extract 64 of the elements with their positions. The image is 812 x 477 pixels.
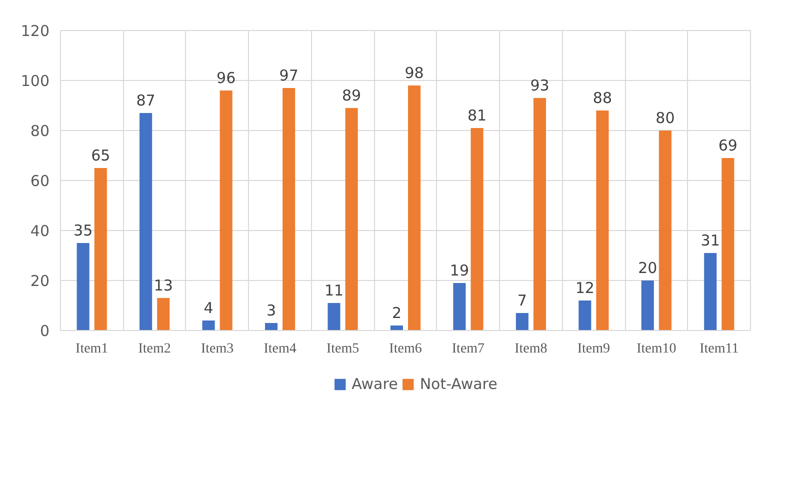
legend-label: Aware [352,375,398,393]
bar [264,323,278,330]
x-tick-label: Item4 [264,342,296,356]
data-label: 89 [342,86,362,104]
data-label: 88 [592,89,612,107]
data-label: 7 [517,292,527,310]
data-label: 69 [718,136,738,154]
bar [704,253,717,330]
data-label: 19 [450,262,469,280]
bar [220,90,232,330]
bar [641,280,654,330]
data-label: 20 [638,259,658,277]
y-tick-label: 100 [20,72,50,90]
x-tick-label: Item3 [200,342,234,356]
bar [470,128,484,330]
bar [282,88,296,330]
bar [408,86,421,330]
y-tick-label: 60 [30,172,50,190]
data-label: 12 [575,279,594,297]
x-tick-label: Item11 [700,342,739,356]
data-label: 4 [204,299,214,317]
data-label: 97 [279,66,298,84]
y-tick-label: 0 [40,322,50,340]
data-label: 65 [91,146,110,164]
bar [345,108,358,330]
data-label: 87 [136,92,156,110]
data-label: 96 [216,69,236,87]
bar [140,113,152,330]
data-label: 35 [74,222,93,240]
data-label: 98 [404,64,424,82]
bar [328,303,340,330]
bar [516,313,528,330]
bar [76,243,90,330]
data-label: 81 [467,106,487,124]
data-label: 11 [324,282,344,300]
data-label: 13 [154,276,173,294]
x-tick-label: Item10 [636,342,676,356]
x-tick-label: Item5 [326,342,360,356]
data-label: 3 [266,302,276,320]
bar [533,98,546,330]
legend-label: Not-Aware [420,375,498,393]
data-label: 80 [656,109,675,127]
bar [578,300,592,330]
data-label: 31 [700,232,720,250]
x-tick-label: Item8 [514,342,548,356]
data-label: 2 [392,304,402,322]
bar [94,168,107,330]
y-tick-label: 120 [20,22,50,40]
y-tick-label: 40 [30,222,50,240]
bar [453,283,466,330]
y-tick-label: 80 [30,122,50,140]
x-tick-label: Item1 [76,342,108,356]
bar [722,158,734,330]
x-tick-label: Item6 [389,342,422,356]
data-label: 93 [530,76,550,94]
x-tick-label: Item7 [452,342,485,356]
bar [596,110,609,330]
y-tick-label: 20 [30,272,50,290]
bar [390,326,403,330]
x-tick-label: Item9 [577,342,610,356]
x-tick-label: Item2 [138,342,171,356]
bar [658,130,672,330]
bar [157,298,170,330]
bar [202,320,215,330]
